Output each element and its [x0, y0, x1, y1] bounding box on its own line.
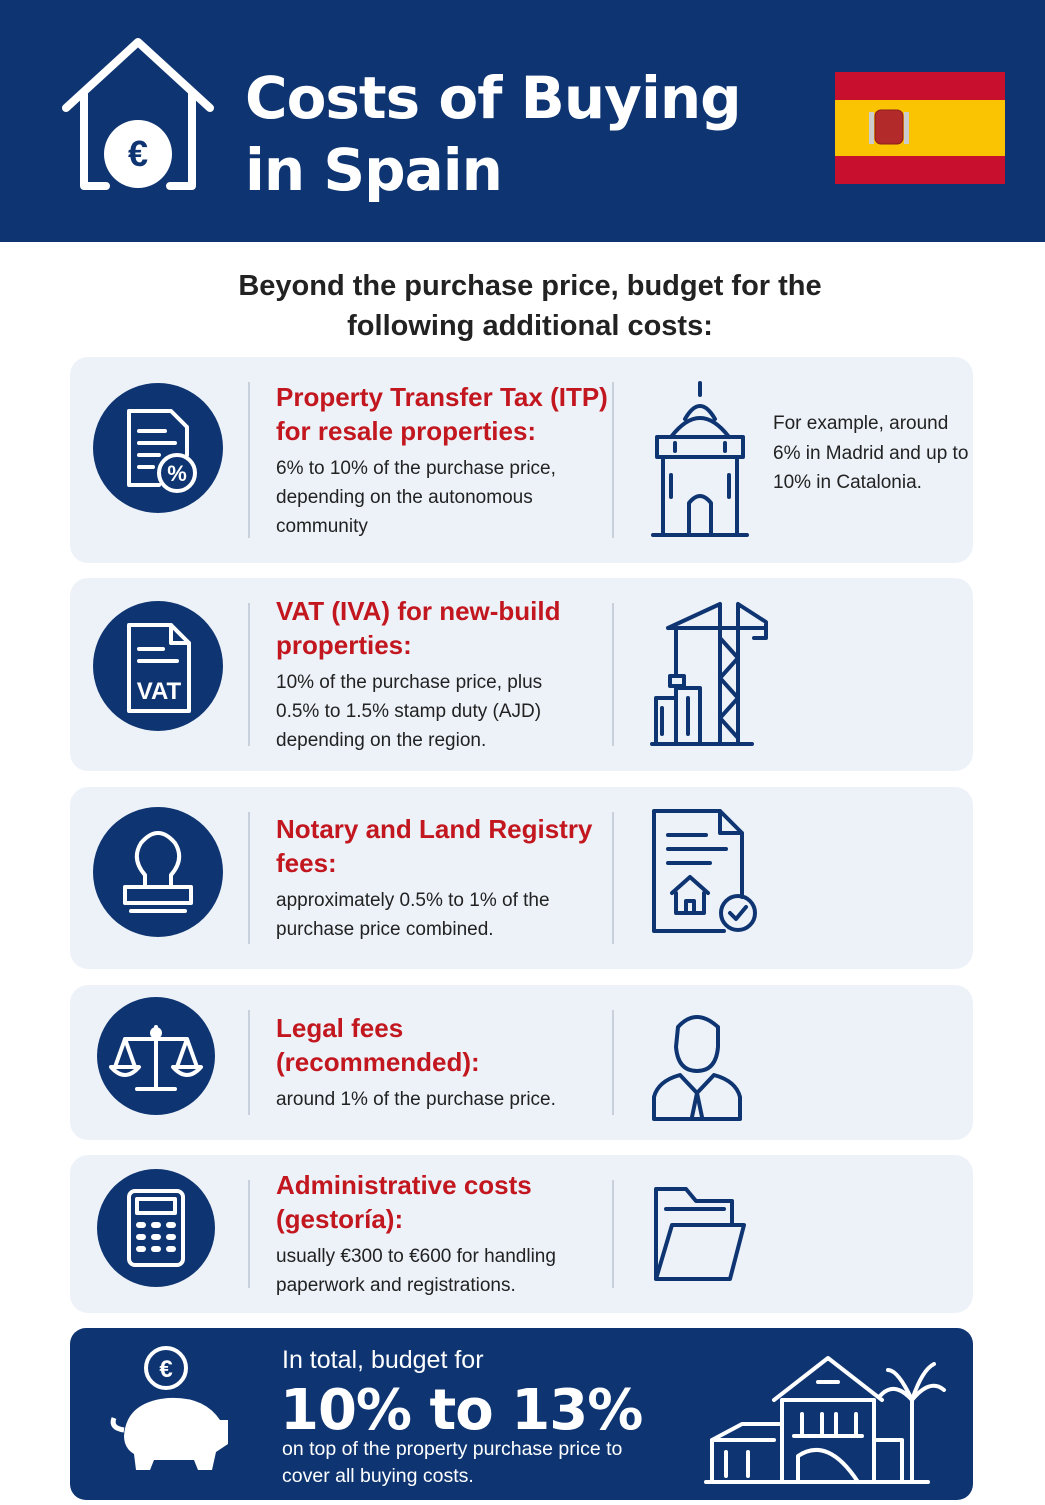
lawyer-icon — [652, 1015, 742, 1121]
vat-icon: VAT — [127, 623, 191, 713]
txt: VAT (IVA) for new-build properties: 10% o… — [276, 578, 611, 771]
icon-label: VAT — [137, 678, 182, 705]
stamp-icon — [123, 831, 193, 913]
spain-flag — [835, 72, 1005, 184]
spanish-house-icon — [704, 1356, 946, 1484]
header: € Costs of Buying in Spain — [0, 0, 1045, 242]
intro: Beyond the purchase price, budget for th… — [238, 270, 822, 342]
icon-label: % — [167, 461, 187, 486]
icon-label: € — [159, 1356, 172, 1383]
item-description: approximately 0.5% to 1% of the purchase… — [276, 890, 550, 940]
div1 — [248, 382, 250, 538]
summary-lead: In total, budget for — [282, 1346, 484, 1374]
scales-icon — [109, 1025, 203, 1091]
item-example: For example, around 6% in Madrid and up … — [773, 413, 969, 493]
cost-card: % Property Transfer Tax (ITP) for resale… — [70, 357, 973, 563]
txt: Administrative costs (gestoría): usually … — [276, 1155, 611, 1313]
item-title: Notary and Land Registry fees: — [276, 814, 593, 878]
icon-circle — [93, 807, 223, 937]
tax-icon: % — [127, 409, 197, 493]
icon-circle — [97, 997, 215, 1115]
calculator-icon — [127, 1189, 185, 1267]
txt: Legal fees (recommended): around 1% of th… — [276, 985, 611, 1140]
item-description: 6% to 10% of the purchase price, dependi… — [276, 457, 556, 537]
txt: Property Transfer Tax (ITP) for resale p… — [276, 357, 611, 563]
div2 — [612, 382, 614, 538]
item-title: Legal fees (recommended): — [276, 1013, 480, 1077]
div2 — [612, 603, 614, 746]
folder-icon — [654, 1187, 746, 1281]
summary-note: on top of the property purchase price to… — [282, 1438, 623, 1487]
div1 — [248, 812, 250, 944]
div1 — [248, 1010, 250, 1115]
title: Costs of Buying in Spain — [245, 64, 742, 204]
div1 — [248, 1180, 250, 1288]
summary-range: 10% to 13% — [280, 1378, 643, 1443]
cost-card: Administrative costs (gestoría): usually … — [70, 1155, 973, 1313]
item-description: 10% of the purchase price, plus 0.5% to … — [276, 672, 543, 751]
div2 — [612, 1180, 614, 1288]
div2 — [612, 1010, 614, 1115]
item-title: Administrative costs (gestoría): — [276, 1170, 532, 1234]
txt: Notary and Land Registry fees: approximat… — [276, 787, 611, 969]
icon-circle: % — [93, 383, 223, 513]
cost-card: VAT VAT (IVA) for new-build properties: 1… — [70, 578, 973, 771]
icon-circle: VAT — [93, 601, 223, 731]
summary: € In total, budget for 10% to 13% on top… — [70, 1328, 973, 1500]
piggy-bank-icon: € — [110, 1346, 228, 1470]
cost-card: Notary and Land Registry fees: approximat… — [70, 787, 973, 969]
house-euro-icon: € — [62, 38, 214, 190]
div2 — [612, 812, 614, 944]
icon-label: € — [128, 133, 148, 174]
crane-icon — [650, 602, 768, 746]
item-description: around 1% of the purchase price. — [276, 1089, 556, 1110]
deed-icon — [652, 809, 757, 933]
building-icon — [651, 381, 749, 537]
item-title: VAT (IVA) for new-build properties: — [276, 596, 561, 660]
div1 — [248, 603, 250, 746]
cost-card: Legal fees (recommended): around 1% of th… — [70, 985, 973, 1140]
item-description: usually €300 to €600 for handling paperw… — [276, 1246, 556, 1296]
icon-circle — [97, 1169, 215, 1287]
item-title: Property Transfer Tax (ITP) for resale p… — [276, 381, 608, 446]
